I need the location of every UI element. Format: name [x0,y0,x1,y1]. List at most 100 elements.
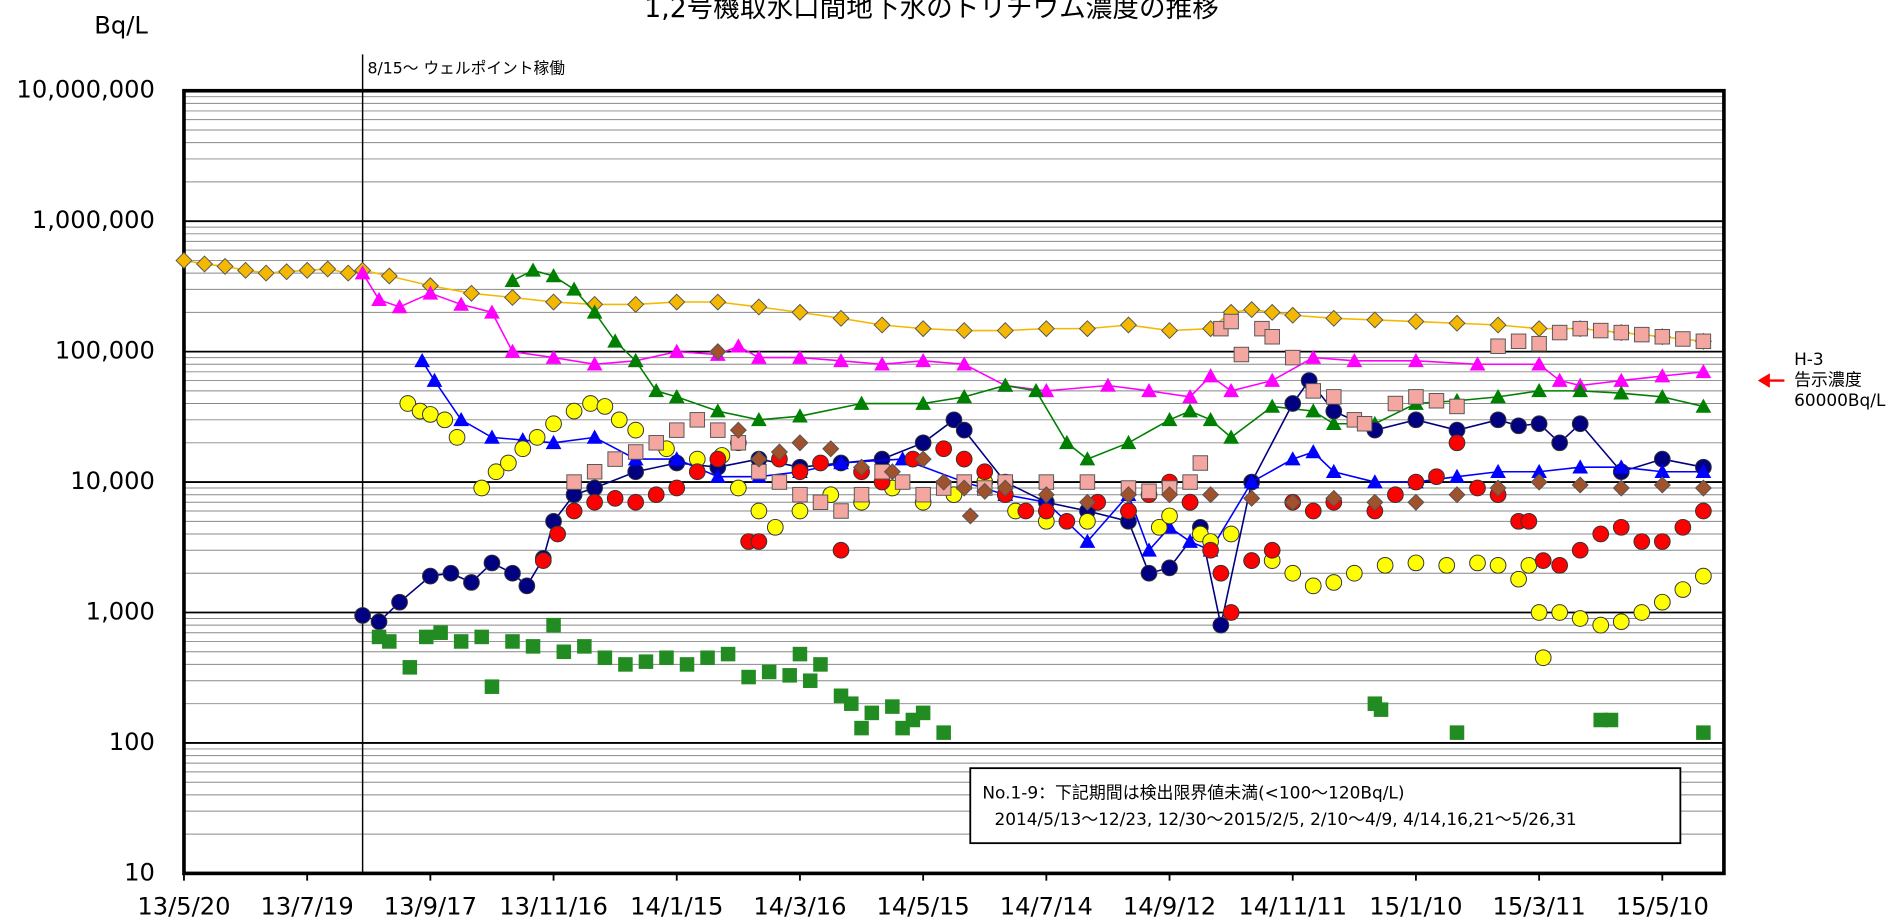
marker [545,293,563,311]
marker [1448,486,1466,504]
marker [1326,389,1342,405]
note-box [969,767,1682,845]
marker [1449,398,1465,415]
marker [1489,316,1507,334]
marker [1407,554,1425,572]
marker [354,265,371,280]
marker [505,634,520,649]
marker [586,463,603,480]
marker [1119,486,1138,504]
marker [1181,493,1199,511]
marker [474,629,489,645]
marker [627,493,645,511]
marker [1325,402,1343,420]
marker [915,395,932,410]
marker [596,398,614,415]
marker [484,429,500,444]
marker [955,421,973,439]
plot-frame [182,88,1726,876]
marker [1428,393,1445,409]
series-line [421,360,1704,552]
y-tick-label: 10,000 [70,467,155,495]
x-tick-label: 13/7/19 [261,892,354,920]
marker [1222,525,1240,543]
marker [813,657,828,672]
marker [504,272,521,287]
marker [647,486,665,504]
marker [610,411,628,429]
marker [1612,613,1630,631]
marker [1571,476,1589,494]
reference-label: H-3 [1794,349,1824,369]
marker [750,298,768,316]
marker [1449,725,1465,740]
marker [402,660,418,675]
marker [832,541,850,559]
marker [770,443,788,461]
marker [729,421,747,439]
marker [1192,455,1209,471]
marker [1120,434,1137,450]
marker [1448,434,1466,452]
marker [854,720,869,736]
marker [750,502,768,520]
marker [484,679,500,694]
marker [1346,352,1363,368]
marker [1223,313,1239,330]
marker [1325,574,1343,591]
marker [1243,474,1260,489]
marker [1356,415,1373,432]
marker [997,377,1014,392]
marker [566,474,582,490]
marker [1449,468,1465,483]
marker [873,316,891,334]
marker [257,264,275,282]
marker [422,567,439,585]
marker [688,463,706,481]
marker [278,263,296,281]
marker [812,494,829,511]
x-tick-label: 13/5/20 [137,892,230,920]
marker [1551,434,1569,452]
marker [709,343,727,361]
marker [1161,411,1178,427]
note-text: No.1-9：下記期間は検出限界値未満(<100～120Bq/L) [982,783,1404,803]
marker [915,705,931,721]
marker [1612,479,1630,497]
marker [1695,333,1712,350]
marker [195,255,214,273]
marker [709,468,726,483]
marker [549,525,567,543]
marker [936,725,951,740]
marker [1674,581,1692,598]
marker [659,650,674,666]
marker [945,411,963,429]
marker [741,669,756,685]
marker [1530,415,1548,433]
marker [1469,554,1486,572]
marker [730,338,747,353]
marker [956,388,973,404]
marker [453,411,470,427]
marker [1531,383,1547,398]
x-tick-label: 14/5/15 [877,892,970,920]
marker [1202,541,1219,559]
marker [1490,338,1506,354]
marker [1325,309,1343,327]
marker [1161,507,1178,525]
reference-label: 60000Bq/L [1794,390,1886,410]
marker [852,458,871,476]
vline-label: 8/15～ ウェルポイント稼働 [367,58,564,77]
marker [556,644,572,660]
marker [1345,564,1363,582]
marker [883,463,901,481]
marker [709,403,726,418]
marker [1510,417,1527,435]
marker [1264,372,1281,387]
marker [1141,383,1157,398]
marker [607,451,623,467]
marker [577,639,592,654]
marker [648,435,664,451]
marker [874,356,890,371]
